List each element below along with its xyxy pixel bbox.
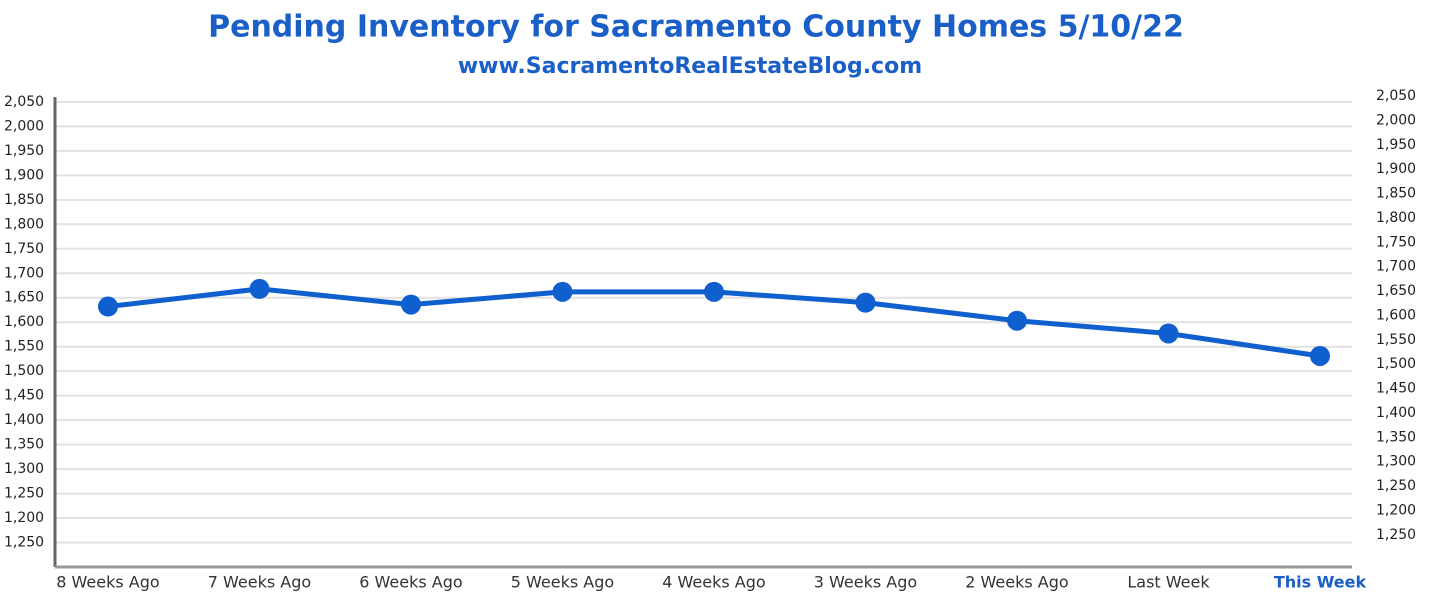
y2-tick-label: 2,000	[1376, 112, 1416, 128]
point	[855, 292, 876, 313]
point	[1007, 310, 1027, 331]
y2-tick-label: 1,600	[1376, 307, 1416, 323]
y-tick-label: 1,550	[4, 339, 44, 355]
point	[552, 281, 573, 302]
y-tick-label: 1,850	[4, 192, 44, 208]
x-tick-label: 4 Weeks Ago	[662, 573, 765, 592]
y-tick-label: 1,400	[4, 412, 44, 428]
y2-tick-label: 2,050	[1376, 88, 1416, 104]
y-tick-label: 1,250	[4, 486, 44, 502]
y-tick-label: 2,000	[4, 118, 44, 134]
y-tick-label: 1,750	[4, 241, 44, 257]
x-tick-label: 7 Weeks Ago	[208, 573, 311, 592]
y-tick-label: 1,450	[4, 388, 44, 404]
chart-title: Pending Inventory for Sacramento County …	[208, 10, 1184, 45]
point	[98, 296, 118, 317]
y2-tick-label: 1,550	[1376, 332, 1416, 348]
y-tick-label: 1,800	[4, 216, 44, 232]
y-tick-label: 1,650	[4, 290, 44, 306]
point	[1158, 323, 1179, 344]
y2-tick-label: 1,350	[1376, 429, 1416, 445]
point	[249, 278, 270, 299]
chart-subtitle: www.SacramentoRealEstateBlog.com	[458, 54, 922, 79]
point	[401, 294, 421, 315]
x-tick-label: 5 Weeks Ago	[511, 573, 614, 592]
y-tick-label: 1,700	[4, 265, 44, 281]
y2-tick-label: 1,250	[1376, 527, 1416, 543]
x-tick-label: 8 Weeks Ago	[56, 573, 159, 592]
x-tick-label: 2 Weeks Ago	[965, 573, 1068, 592]
y-tick-label: 1,250	[4, 535, 44, 551]
x-tick-label: This Week	[1274, 573, 1367, 592]
x-tick-label: 3 Weeks Ago	[814, 573, 917, 592]
y2-tick-label: 1,900	[1376, 161, 1416, 177]
y-tick-label: 1,300	[4, 461, 44, 477]
y2-tick-label: 1,850	[1376, 186, 1416, 202]
y-tick-label: 1,350	[4, 437, 44, 453]
y-tick-label: 2,050	[4, 94, 44, 110]
y-tick-label: 1,950	[4, 143, 44, 159]
y-tick-label: 1,600	[4, 314, 44, 330]
point	[1310, 345, 1330, 366]
y2-tick-label: 1,300	[1376, 454, 1416, 470]
y2-tick-label: 1,700	[1376, 259, 1416, 275]
y-tick-label: 1,900	[4, 167, 44, 183]
y-tick-label: 1,200	[4, 510, 44, 526]
y2-tick-label: 1,650	[1376, 283, 1416, 299]
y2-tick-label: 1,250	[1376, 478, 1416, 494]
y-tick-label: 1,500	[4, 363, 44, 379]
point	[704, 281, 724, 302]
x-tick-label: 6 Weeks Ago	[359, 573, 462, 592]
y2-tick-label: 1,450	[1376, 381, 1416, 397]
y2-tick-label: 1,950	[1376, 137, 1416, 153]
y2-tick-label: 1,200	[1376, 502, 1416, 518]
y2-tick-label: 1,500	[1376, 356, 1416, 372]
y2-tick-label: 1,750	[1376, 234, 1416, 250]
y2-tick-label: 1,800	[1376, 210, 1416, 226]
y2-tick-label: 1,400	[1376, 405, 1416, 421]
x-tick-label: Last Week	[1127, 573, 1210, 592]
